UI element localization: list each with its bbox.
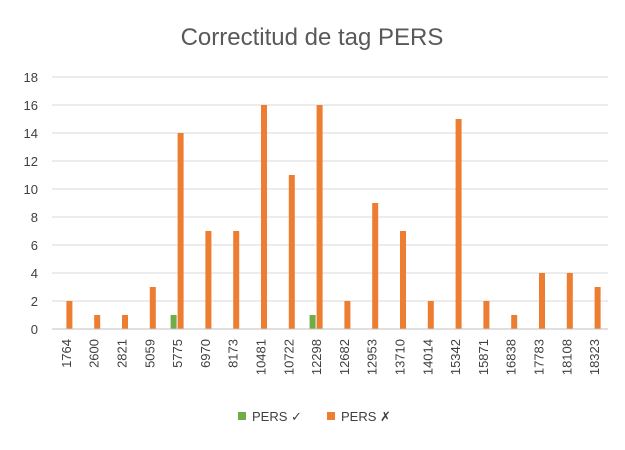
chart-title: Correctitud de tag PERS	[181, 24, 444, 51]
gridlines	[52, 76, 608, 302]
x-tick-label: 5775	[170, 339, 185, 368]
legend: PERS ✓ PERS ✗	[238, 409, 391, 424]
x-tick-label: 2821	[115, 339, 130, 368]
bar-pers-incorrect-5059	[149, 287, 156, 329]
bar-pers-incorrect-15342	[455, 119, 462, 329]
legend-label: PERS ✓	[252, 409, 302, 424]
y-tick-label: 10	[24, 182, 38, 197]
bar-pers-incorrect-17783	[539, 273, 545, 329]
bar-pers-incorrect-2821	[122, 315, 128, 329]
bar-pers-incorrect-2600	[94, 315, 101, 329]
bar-pers-incorrect-12682	[344, 301, 351, 329]
bar-pers-incorrect-10722	[288, 175, 295, 329]
x-tick-label: 5059	[142, 339, 157, 368]
bar-pers-incorrect-5775	[177, 133, 184, 329]
bar-pers-incorrect-16838	[511, 315, 518, 329]
bar-pers-incorrect-10481	[261, 105, 267, 329]
x-tick-label: 12298	[309, 339, 324, 375]
bar-pers-incorrect-8173	[233, 231, 240, 329]
legend-swatch	[327, 412, 335, 420]
bar-pers-incorrect-13710	[400, 231, 406, 329]
legend-label: PERS ✗	[341, 409, 391, 424]
x-tick-label: 8173	[226, 339, 241, 368]
legend-item-pers-correct: PERS ✓	[238, 409, 302, 424]
x-tick-label: 12682	[337, 339, 352, 375]
x-tick-label: 16838	[504, 339, 519, 375]
bar-pers-incorrect-12953	[372, 203, 379, 329]
y-tick-label: 6	[31, 238, 38, 253]
bar-pers-incorrect-6970	[205, 231, 212, 329]
x-tick-label: 10481	[254, 339, 269, 375]
bar-pers-correct-5775	[170, 315, 177, 329]
x-tick-label: 15342	[448, 339, 463, 375]
legend-swatch	[238, 412, 246, 420]
x-tick-label: 12953	[365, 339, 380, 375]
bar-pers-incorrect-18108	[566, 273, 573, 329]
x-tick-label: 18108	[559, 339, 574, 375]
x-tick-label: 18323	[587, 339, 602, 375]
bar-pers-incorrect-1764	[66, 301, 73, 329]
y-tick-label: 0	[31, 322, 38, 337]
x-tick-label: 6970	[198, 339, 213, 368]
bar-pers-incorrect-15871	[483, 301, 490, 329]
x-tick-label: 17783	[532, 339, 547, 375]
bar-pers-correct-12298	[309, 315, 316, 329]
y-axis-ticks: 0 2 4 6 8 10 12 14 16 18	[24, 70, 38, 337]
legend-item-pers-incorrect: PERS ✗	[327, 409, 391, 424]
x-tick-label: 14014	[420, 339, 435, 375]
x-tick-label: 15871	[476, 339, 491, 375]
y-tick-label: 2	[31, 294, 38, 309]
y-tick-label: 18	[24, 70, 38, 85]
x-tick-label: 10722	[281, 339, 296, 375]
bar-pers-incorrect-12298	[316, 105, 323, 329]
x-axis-ticks: 1764 2600 2821 5059 5775 6970 8173 10481 10722 12…	[59, 339, 602, 375]
y-tick-label: 4	[31, 266, 38, 281]
x-tick-label: 1764	[59, 339, 74, 368]
x-tick-label: 2600	[87, 339, 102, 368]
y-tick-label: 16	[24, 98, 38, 113]
y-tick-label: 14	[24, 126, 38, 141]
bars	[66, 105, 601, 329]
y-tick-label: 12	[24, 154, 38, 169]
bar-pers-incorrect-18323	[594, 287, 601, 329]
bar-pers-incorrect-14014	[427, 301, 434, 329]
x-tick-label: 13710	[393, 339, 408, 375]
y-tick-label: 8	[31, 210, 38, 225]
